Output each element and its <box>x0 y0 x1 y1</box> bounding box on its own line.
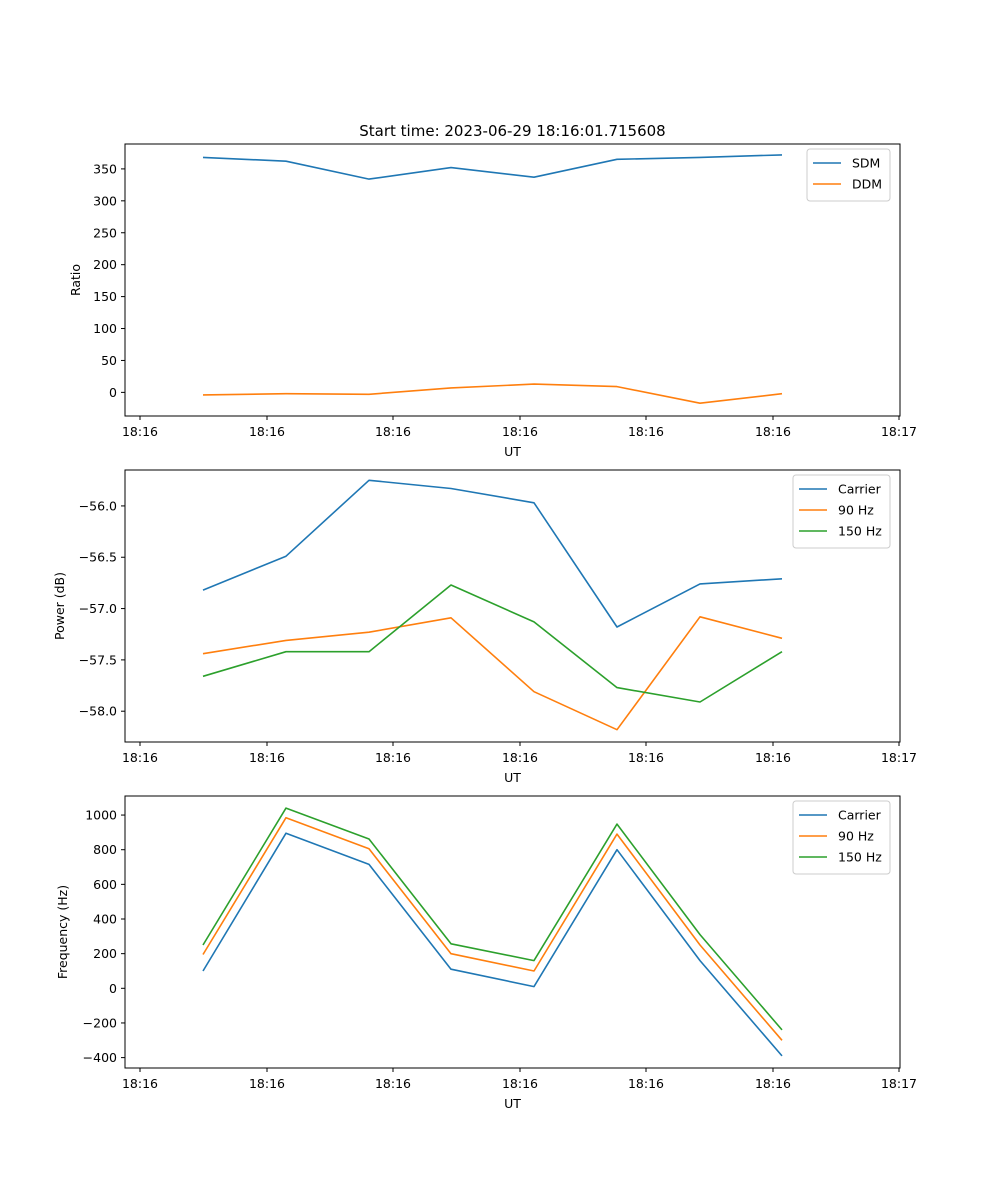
y-tick-label: 200 <box>93 257 117 272</box>
x-tick-label: 18:16 <box>628 1076 664 1091</box>
x-tick-label: 18:17 <box>881 424 917 439</box>
y-tick-label: 0 <box>109 981 117 996</box>
y-tick-label: 0 <box>109 385 117 400</box>
plot-frame <box>124 143 901 417</box>
x-tick-label: 18:16 <box>122 1076 158 1091</box>
x-tick-label: 18:16 <box>755 750 791 765</box>
legend-label: SDM <box>852 156 880 171</box>
series-line-sdm <box>202 154 783 180</box>
y-tick-label: −57.5 <box>79 652 117 667</box>
legend: Carrier 90 Hz 150 Hz <box>792 474 891 549</box>
legend-label: 90 Hz <box>838 503 874 518</box>
x-tick-label: 18:16 <box>502 750 538 765</box>
plots: 18:16 18:16 18:16 18:16 18:16 18:16 18:17 0 50 10… <box>52 143 917 1111</box>
y-tick-label: 800 <box>93 842 117 857</box>
y-tick-label: 100 <box>93 321 117 336</box>
series-line-90-hz <box>202 615 783 731</box>
legend-label: DDM <box>852 177 882 192</box>
legend: SDM DDM <box>806 148 891 202</box>
x-axis-label: UT <box>504 444 521 459</box>
x-tick-label: 18:16 <box>628 750 664 765</box>
x-axis-label: UT <box>504 1096 521 1111</box>
legend-label: 90 Hz <box>838 829 874 844</box>
y-tick-label: 50 <box>101 353 117 368</box>
legend-label: 150 Hz <box>838 850 882 865</box>
series-line-carrier <box>202 479 783 628</box>
y-tick-label: −57.0 <box>79 601 117 616</box>
y-tick-label: 350 <box>93 161 117 176</box>
x-tick-label: 18:16 <box>375 750 411 765</box>
x-tick-label: 18:17 <box>881 750 917 765</box>
subplot-3: 18:16 18:16 18:16 18:16 18:16 18:16 18:17 −400 −… <box>55 795 917 1111</box>
legend-label: Carrier <box>838 808 882 823</box>
x-tick-label: 18:16 <box>122 750 158 765</box>
legend-box <box>806 148 891 202</box>
x-tick-label: 18:16 <box>375 1076 411 1091</box>
legend-box <box>792 474 891 549</box>
legend: Carrier 90 Hz 150 Hz <box>792 800 891 875</box>
series-line-ddm <box>202 383 783 405</box>
figure-title: Start time: 2023-06-29 18:16:01.715608 <box>359 122 665 140</box>
x-tick-label: 18:16 <box>502 424 538 439</box>
y-tick-label: −400 <box>83 1050 117 1065</box>
legend-label: 150 Hz <box>838 524 882 539</box>
x-tick-label: 18:16 <box>249 1076 285 1091</box>
series-line-carrier <box>202 832 783 1057</box>
y-tick-label: 150 <box>93 289 117 304</box>
x-tick-label: 18:16 <box>249 750 285 765</box>
y-tick-label: −200 <box>83 1015 117 1030</box>
y-axis-label: Frequency (Hz) <box>55 885 70 979</box>
plot-frame <box>124 469 901 743</box>
x-tick-label: 18:16 <box>502 1076 538 1091</box>
y-tick-label: −56.0 <box>79 498 117 513</box>
subplot-1: 18:16 18:16 18:16 18:16 18:16 18:16 18:17 0 50 10… <box>68 143 917 459</box>
y-tick-label: 250 <box>93 225 117 240</box>
legend-box <box>792 800 891 875</box>
y-tick-label: −58.0 <box>79 704 117 719</box>
y-axis-label: Power (dB) <box>52 572 67 640</box>
legend-label: Carrier <box>838 482 882 497</box>
subplot-2: 18:16 18:16 18:16 18:16 18:16 18:16 18:17 −58.0… <box>52 469 917 785</box>
x-tick-label: 18:16 <box>755 424 791 439</box>
y-tick-label: −56.5 <box>79 550 117 565</box>
series-line-150-hz <box>202 584 783 703</box>
y-axis-label: Ratio <box>68 264 83 296</box>
series-line-150-hz <box>202 807 783 1031</box>
x-tick-label: 18:16 <box>628 424 664 439</box>
series-line-90-hz <box>202 816 783 1041</box>
x-tick-label: 18:16 <box>755 1076 791 1091</box>
y-tick-label: 300 <box>93 193 117 208</box>
x-tick-label: 18:16 <box>249 424 285 439</box>
x-tick-label: 18:16 <box>122 424 158 439</box>
y-tick-label: 1000 <box>85 808 117 823</box>
y-tick-label: 400 <box>93 912 117 927</box>
x-tick-label: 18:16 <box>375 424 411 439</box>
plot-frame <box>124 795 901 1069</box>
y-tick-label: 600 <box>93 877 117 892</box>
x-tick-label: 18:17 <box>881 1076 917 1091</box>
y-tick-label: 200 <box>93 946 117 961</box>
x-axis-label: UT <box>504 770 521 785</box>
